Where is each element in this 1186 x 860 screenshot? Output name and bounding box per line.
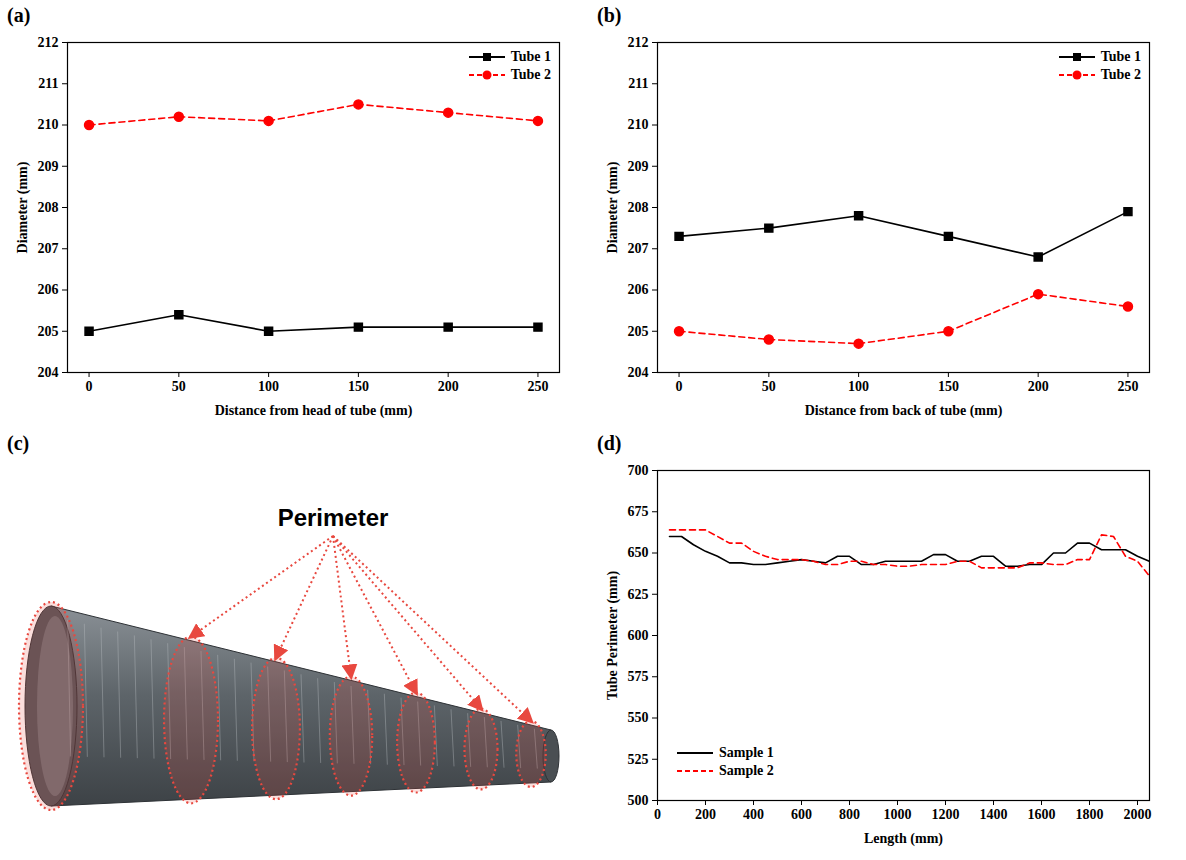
svg-text:625: 625 — [628, 587, 649, 602]
svg-text:250: 250 — [1117, 379, 1138, 394]
svg-text:207: 207 — [38, 241, 59, 256]
svg-text:2000: 2000 — [1124, 807, 1152, 822]
svg-text:800: 800 — [839, 807, 860, 822]
svg-text:1000: 1000 — [884, 807, 912, 822]
svg-text:675: 675 — [628, 504, 649, 519]
svg-text:207: 207 — [628, 241, 649, 256]
svg-text:150: 150 — [938, 379, 959, 394]
svg-text:0: 0 — [86, 379, 93, 394]
html-text:(a): (a) — [7, 4, 31, 26]
svg-text:600: 600 — [628, 628, 649, 643]
html-text:Tube 1: Tube 1 — [1100, 49, 1141, 64]
svg-text:575: 575 — [628, 669, 649, 684]
svg-text:Distance from back of tube (mm: Distance from back of tube (mm) — [805, 403, 1003, 419]
svg-text:200: 200 — [695, 807, 716, 822]
svg-text:650: 650 — [628, 545, 649, 560]
html-text:(b): (b) — [597, 4, 622, 26]
svg-text:50: 50 — [762, 379, 776, 394]
svg-text:205: 205 — [628, 324, 649, 339]
svg-text:100: 100 — [258, 379, 279, 394]
svg-text:700: 700 — [628, 463, 649, 478]
svg-text:Tube Perimeter (mm): Tube Perimeter (mm) — [605, 571, 621, 700]
html-text:Tube 1: Tube 1 — [510, 49, 551, 64]
svg-text:200: 200 — [438, 379, 459, 394]
svg-text:Distance from head of tube (mm: Distance from head of tube (mm) — [215, 403, 413, 419]
svg-text:100: 100 — [848, 379, 869, 394]
svg-text:208: 208 — [628, 200, 649, 215]
svg-text:50: 50 — [172, 379, 186, 394]
svg-text:212: 212 — [628, 35, 649, 50]
svg-text:209: 209 — [628, 159, 649, 174]
svg-text:525: 525 — [628, 752, 649, 767]
svg-text:206: 206 — [628, 282, 649, 297]
svg-text:211: 211 — [38, 76, 58, 91]
svg-text:500: 500 — [628, 793, 649, 808]
svg-text:1400: 1400 — [980, 807, 1008, 822]
svg-text:150: 150 — [348, 379, 369, 394]
svg-text:210: 210 — [38, 117, 59, 132]
svg-text:Diameter (mm): Diameter (mm) — [15, 161, 31, 253]
html-text:Sample 2: Sample 2 — [719, 763, 774, 778]
html-text:(c): (c) — [7, 432, 30, 454]
svg-text:550: 550 — [628, 710, 649, 725]
svg-text:205: 205 — [38, 324, 59, 339]
svg-text:211: 211 — [628, 76, 648, 91]
svg-text:0: 0 — [654, 807, 661, 822]
svg-text:0: 0 — [676, 379, 683, 394]
svg-text:250: 250 — [527, 379, 548, 394]
svg-text:208: 208 — [38, 200, 59, 215]
svg-text:Length (mm): Length (mm) — [864, 831, 943, 847]
svg-text:212: 212 — [38, 35, 59, 50]
svg-text:204: 204 — [628, 365, 649, 380]
svg-text:600: 600 — [791, 807, 812, 822]
svg-text:Diameter (mm): Diameter (mm) — [605, 161, 621, 253]
svg-text:1200: 1200 — [932, 807, 960, 822]
svg-text:Perimeter: Perimeter — [278, 504, 389, 531]
svg-text:204: 204 — [38, 365, 59, 380]
html-text:Sample 1: Sample 1 — [719, 745, 774, 760]
svg-text:206: 206 — [38, 282, 59, 297]
svg-text:1600: 1600 — [1028, 807, 1056, 822]
html-text:(d): (d) — [597, 432, 622, 454]
svg-text:200: 200 — [1028, 379, 1049, 394]
html-text:Tube 2: Tube 2 — [1100, 67, 1141, 82]
svg-text:210: 210 — [628, 117, 649, 132]
svg-text:400: 400 — [743, 807, 764, 822]
svg-text:1800: 1800 — [1076, 807, 1104, 822]
html-text:Tube 2: Tube 2 — [510, 67, 551, 82]
svg-text:209: 209 — [38, 159, 59, 174]
